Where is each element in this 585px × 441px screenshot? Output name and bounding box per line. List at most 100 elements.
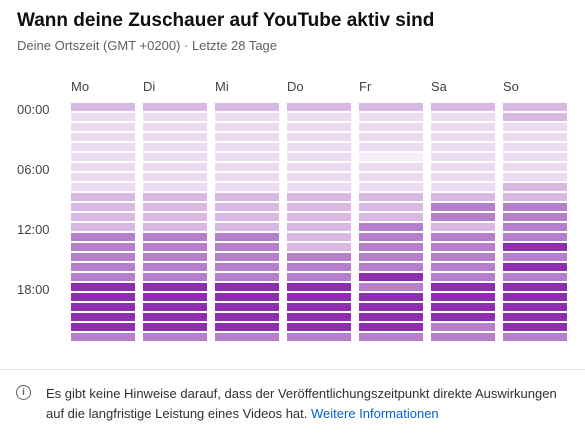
heatmap-cell[interactable] [503,313,567,321]
heatmap-cell[interactable] [215,233,279,241]
heatmap-cell[interactable] [215,103,279,111]
heatmap-cell[interactable] [215,293,279,301]
heatmap-cell[interactable] [503,133,567,141]
heatmap-cell[interactable] [503,253,567,261]
heatmap-cell[interactable] [503,293,567,301]
heatmap-cell[interactable] [143,213,207,221]
heatmap-cell[interactable] [71,203,135,211]
heatmap-cell[interactable] [431,123,495,131]
heatmap-cell[interactable] [215,173,279,181]
heatmap-cell[interactable] [503,273,567,281]
heatmap-cell[interactable] [287,313,351,321]
heatmap-cell[interactable] [143,143,207,151]
heatmap-cell[interactable] [71,173,135,181]
heatmap-cell[interactable] [503,103,567,111]
heatmap-cell[interactable] [431,173,495,181]
heatmap-cell[interactable] [359,153,423,161]
heatmap-cell[interactable] [215,303,279,311]
heatmap-cell[interactable] [215,133,279,141]
heatmap-cell[interactable] [287,113,351,121]
heatmap-cell[interactable] [431,163,495,171]
heatmap-cell[interactable] [215,113,279,121]
heatmap-cell[interactable] [215,323,279,331]
heatmap-cell[interactable] [359,173,423,181]
heatmap-cell[interactable] [503,233,567,241]
heatmap-cell[interactable] [143,113,207,121]
heatmap-cell[interactable] [215,253,279,261]
heatmap-cell[interactable] [431,273,495,281]
heatmap-cell[interactable] [143,263,207,271]
heatmap-cell[interactable] [431,293,495,301]
heatmap-cell[interactable] [215,123,279,131]
heatmap-cell[interactable] [215,223,279,231]
heatmap-cell[interactable] [287,193,351,201]
heatmap-cell[interactable] [71,223,135,231]
heatmap-cell[interactable] [71,283,135,291]
heatmap-cell[interactable] [287,153,351,161]
heatmap-cell[interactable] [431,323,495,331]
heatmap-cell[interactable] [431,133,495,141]
heatmap-cell[interactable] [359,183,423,191]
heatmap-cell[interactable] [71,103,135,111]
heatmap-cell[interactable] [503,173,567,181]
heatmap-cell[interactable] [215,163,279,171]
heatmap-cell[interactable] [71,323,135,331]
heatmap-cell[interactable] [215,243,279,251]
heatmap-cell[interactable] [143,253,207,261]
heatmap-cell[interactable] [287,303,351,311]
heatmap-cell[interactable] [71,213,135,221]
heatmap-cell[interactable] [71,183,135,191]
heatmap-cell[interactable] [71,133,135,141]
heatmap-cell[interactable] [287,183,351,191]
heatmap-cell[interactable] [215,333,279,341]
heatmap-cell[interactable] [71,193,135,201]
heatmap-cell[interactable] [215,263,279,271]
heatmap-cell[interactable] [287,223,351,231]
heatmap-cell[interactable] [503,323,567,331]
heatmap-cell[interactable] [359,123,423,131]
heatmap-cell[interactable] [143,163,207,171]
heatmap-cell[interactable] [287,283,351,291]
heatmap-cell[interactable] [359,213,423,221]
heatmap-cell[interactable] [143,223,207,231]
heatmap-cell[interactable] [71,243,135,251]
heatmap-cell[interactable] [215,193,279,201]
heatmap-cell[interactable] [359,313,423,321]
heatmap-cell[interactable] [503,153,567,161]
heatmap-cell[interactable] [215,143,279,151]
heatmap-cell[interactable] [503,223,567,231]
heatmap-cell[interactable] [503,283,567,291]
heatmap-cell[interactable] [359,323,423,331]
heatmap-cell[interactable] [503,263,567,271]
heatmap-cell[interactable] [503,183,567,191]
heatmap-cell[interactable] [287,103,351,111]
heatmap-cell[interactable] [359,243,423,251]
heatmap-cell[interactable] [71,333,135,341]
heatmap-cell[interactable] [359,223,423,231]
heatmap-cell[interactable] [215,183,279,191]
heatmap-cell[interactable] [503,243,567,251]
heatmap-cell[interactable] [431,183,495,191]
heatmap-cell[interactable] [431,113,495,121]
heatmap-cell[interactable] [431,143,495,151]
heatmap-cell[interactable] [359,303,423,311]
heatmap-cell[interactable] [143,303,207,311]
heatmap-cell[interactable] [359,143,423,151]
heatmap-cell[interactable] [503,213,567,221]
heatmap-cell[interactable] [143,323,207,331]
heatmap-cell[interactable] [71,163,135,171]
heatmap-cell[interactable] [359,333,423,341]
heatmap-cell[interactable] [359,283,423,291]
heatmap-cell[interactable] [503,303,567,311]
heatmap-cell[interactable] [287,213,351,221]
heatmap-cell[interactable] [71,303,135,311]
heatmap-cell[interactable] [143,173,207,181]
heatmap-cell[interactable] [287,163,351,171]
heatmap-cell[interactable] [431,233,495,241]
heatmap-cell[interactable] [359,113,423,121]
heatmap-cell[interactable] [215,153,279,161]
heatmap-cell[interactable] [287,173,351,181]
heatmap-cell[interactable] [359,263,423,271]
heatmap-cell[interactable] [287,253,351,261]
heatmap-cell[interactable] [287,133,351,141]
